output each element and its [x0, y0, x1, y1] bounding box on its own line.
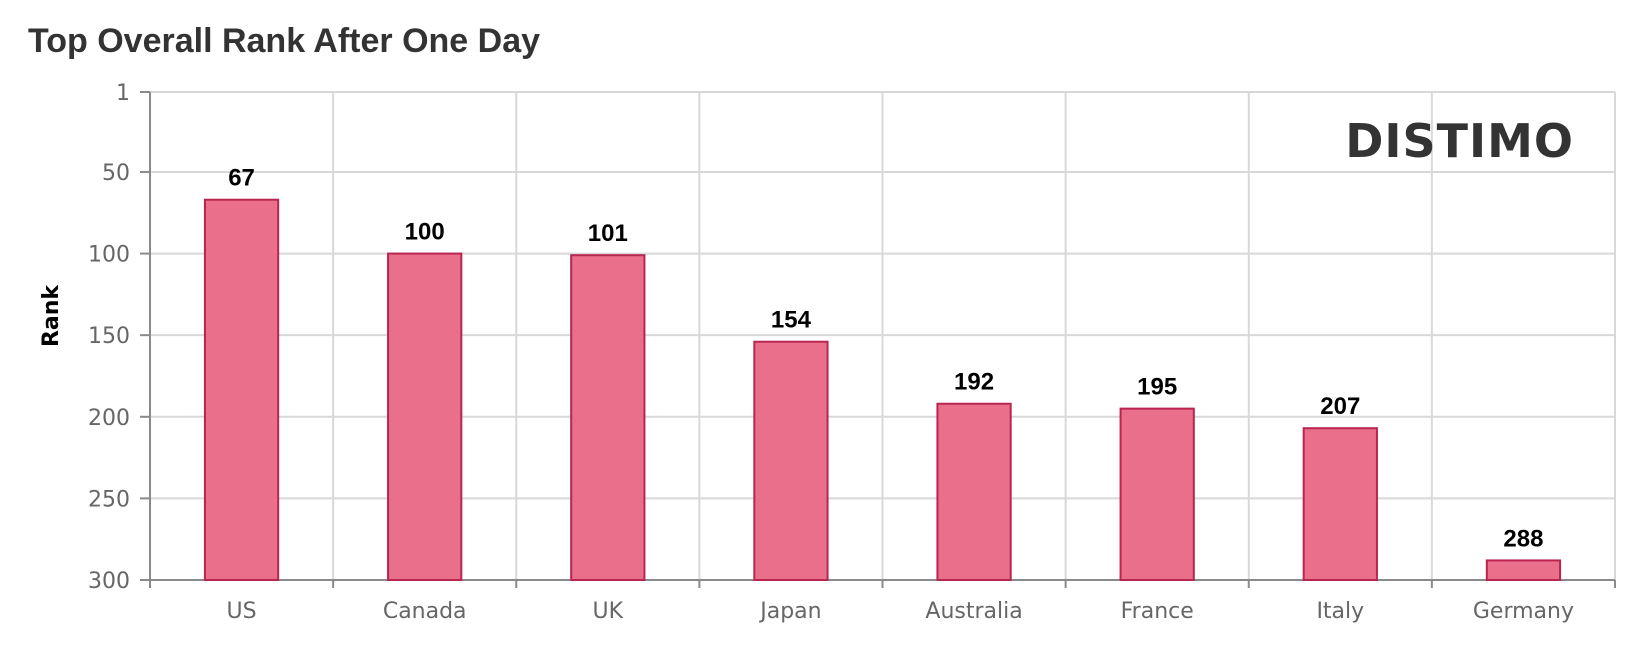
y-tick-label: 150 — [88, 324, 130, 349]
distimo-logo: DISTIMO — [1345, 114, 1574, 168]
x-tick-label: Japan — [758, 599, 821, 624]
data-label: 288 — [1503, 525, 1543, 552]
bar — [387, 252, 463, 582]
x-tick-label: Italy — [1316, 599, 1364, 624]
y-tick-label: 1 — [116, 81, 130, 106]
y-tick-label: 100 — [88, 243, 130, 268]
data-label: 67 — [228, 165, 255, 192]
chart-title: Top Overall Rank After One Day — [28, 22, 540, 60]
data-label: 192 — [954, 369, 994, 396]
bar — [753, 340, 829, 581]
data-label: 100 — [405, 219, 445, 246]
data-label: 101 — [588, 220, 628, 247]
data-label: 154 — [771, 307, 812, 334]
bar — [570, 254, 646, 582]
bar — [1485, 559, 1562, 582]
y-tick-label: 50 — [102, 161, 130, 186]
x-axis-ticks: US Canada UK Japan Australia France Italy Germa… — [149, 580, 1616, 624]
x-tick-label: Australia — [925, 599, 1022, 624]
data-label: 195 — [1137, 374, 1177, 401]
x-tick-label: US — [227, 599, 257, 624]
bar — [1119, 407, 1195, 581]
data-label: 207 — [1320, 393, 1360, 420]
data-labels: 67 100 101 154 192 195 207 288 — [228, 165, 1543, 553]
bars — [203, 198, 1562, 582]
x-tick-label: Germany — [1473, 599, 1574, 624]
y-tick-label: 250 — [88, 487, 130, 512]
x-tick-label: France — [1121, 599, 1194, 624]
bar — [203, 198, 280, 582]
x-tick-label: Canada — [383, 599, 467, 624]
y-axis-label: Rank — [39, 284, 64, 347]
y-tick-label: 200 — [88, 406, 130, 431]
bar — [1302, 427, 1378, 581]
x-tick-label: UK — [593, 599, 624, 624]
y-tick-label: 300 — [88, 569, 130, 594]
bar — [936, 402, 1012, 582]
